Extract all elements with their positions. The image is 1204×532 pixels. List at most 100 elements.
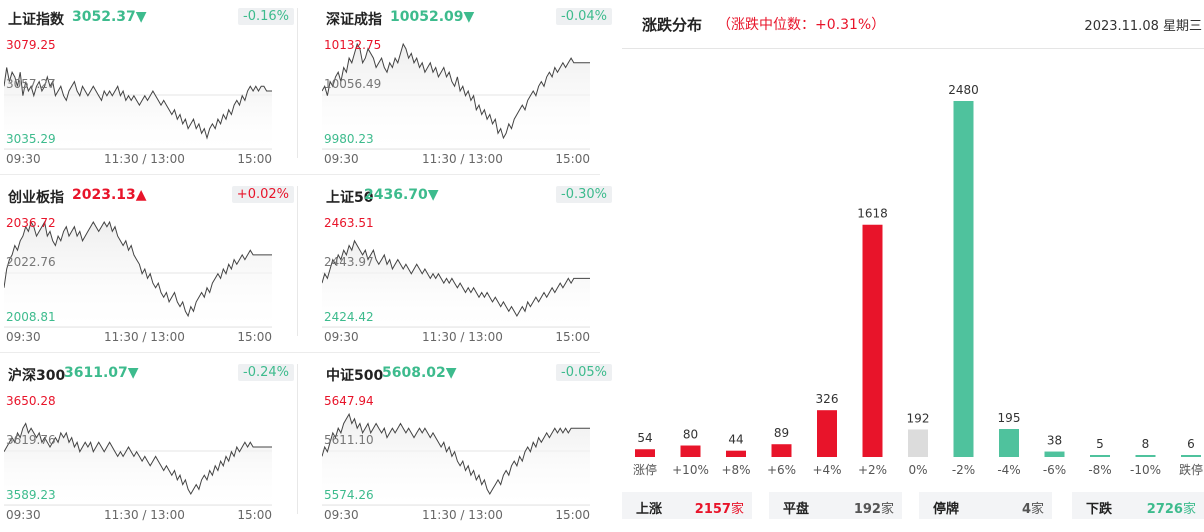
index-value: 2023.13▲ — [72, 187, 147, 203]
index-panel-header: 中证500 5608.02▼ -0.05% — [322, 362, 612, 386]
bar-category-label: +4% — [812, 463, 841, 477]
index-name: 深证成指 — [326, 12, 382, 28]
time-axis-label: 09:30 — [324, 152, 359, 166]
stat-value: 192家 — [853, 502, 894, 517]
intraday-line-chart — [322, 239, 590, 328]
bar-value-label: 8 — [1142, 437, 1150, 451]
range-high-label: 2036.72 — [6, 216, 56, 230]
time-axis-label: 15:00 — [555, 152, 590, 166]
intraday-line-chart — [322, 412, 590, 506]
intraday-line-chart — [4, 220, 272, 328]
bar-value-label: 326 — [816, 392, 839, 406]
index-panel[interactable]: 深证成指 10052.09▼ -0.04% 10132.75 10056.49 9980.… — [322, 6, 612, 176]
time-axis-label: 09:30 — [324, 508, 359, 522]
time-axis-label: 11:30 / 13:00 — [422, 508, 503, 522]
range-mid-label: 3619.76 — [6, 433, 56, 447]
bar-value-label: 2480 — [948, 83, 979, 97]
bar-category-label: -10% — [1130, 463, 1161, 477]
panel-column-divider — [297, 8, 298, 158]
distribution-bar[interactable] — [999, 429, 1019, 457]
distribution-bar[interactable] — [1135, 455, 1156, 457]
intraday-line-chart — [322, 42, 590, 150]
range-mid-label: 2022.76 — [6, 255, 56, 269]
range-low-label: 5574.26 — [324, 488, 374, 502]
index-panel[interactable]: 创业板指 2023.13▲ +0.02% 2036.72 2022.76 2008.81 0… — [4, 184, 294, 354]
index-panel[interactable]: 中证500 5608.02▼ -0.05% 5647.94 5611.10 5574.26… — [322, 362, 612, 532]
stat-label: 平盘 — [783, 502, 810, 517]
time-axis-label: 15:00 — [237, 330, 272, 344]
index-panel-header: 上证50 2436.70▼ -0.30% — [322, 184, 612, 208]
price-line — [322, 239, 590, 318]
panel-row-divider — [0, 174, 600, 175]
index-panel[interactable]: 沪深300 3611.07▼ -0.24% 3650.28 3619.76 3589.23… — [4, 362, 294, 532]
index-name: 中证500 — [326, 368, 384, 384]
distribution-bar[interactable] — [953, 101, 974, 457]
stat-label: 上涨 — [636, 502, 663, 517]
range-mid-label: 3057.27 — [6, 77, 56, 91]
bar-value-label: 89 — [774, 426, 789, 440]
distribution-bar[interactable] — [680, 445, 701, 457]
price-line — [322, 42, 590, 140]
range-mid-label: 5611.10 — [324, 433, 374, 447]
distribution-bar-chart: 54 涨停 80 +10% 44 +8% 89 +6% 326 +4% 1618 +2% 192 0% 24… — [633, 83, 1203, 477]
time-axis-label: 09:30 — [6, 330, 41, 344]
price-area-fill — [322, 414, 590, 505]
range-high-label: 3650.28 — [6, 394, 56, 408]
time-axis-label: 15:00 — [237, 152, 272, 166]
distribution-title: 涨跌分布 — [642, 16, 703, 34]
index-name: 创业板指 — [8, 190, 64, 206]
index-change-badge: -0.05% — [556, 364, 612, 381]
price-area-fill — [4, 423, 272, 505]
range-mid-label: 10056.49 — [324, 77, 382, 91]
panel-column-divider — [297, 186, 298, 336]
index-panel-header: 沪深300 3611.07▼ -0.24% — [4, 362, 294, 386]
distribution-bar[interactable] — [908, 429, 928, 457]
index-panel-header: 创业板指 2023.13▲ +0.02% — [4, 184, 294, 208]
bar-category-label: 涨停 — [633, 462, 657, 477]
bar-value-label: 54 — [637, 431, 652, 445]
bar-value-label: 44 — [728, 433, 743, 447]
index-panel[interactable]: 上证指数 3052.37▼ -0.16% 3079.25 3057.27 3035.29 0… — [4, 6, 294, 176]
distribution-bar[interactable] — [635, 449, 655, 457]
index-panel[interactable]: 上证50 2436.70▼ -0.30% 2463.51 2443.97 2424.42 0… — [322, 184, 612, 354]
distribution-bar[interactable] — [1044, 451, 1065, 457]
time-axis-label: 11:30 / 13:00 — [422, 152, 503, 166]
intraday-line-chart — [4, 67, 272, 150]
bar-category-label: -2% — [952, 463, 975, 477]
time-axis-label: 11:30 / 13:00 — [104, 508, 185, 522]
time-axis-label: 15:00 — [555, 330, 590, 344]
index-value: 2436.70▼ — [364, 187, 439, 203]
rise-fall-distribution-panel: 涨跌分布 （涨跌中位数：+0.31%） 2023.11.08 星期三 54 涨停 8… — [622, 0, 1204, 522]
index-change-badge: -0.04% — [556, 8, 612, 25]
time-axis-label: 11:30 / 13:00 — [422, 330, 503, 344]
trade-date: 2023.11.08 星期三 — [1084, 19, 1202, 34]
time-axis-label: 15:00 — [237, 508, 272, 522]
distribution-bar[interactable] — [817, 410, 837, 457]
distribution-bar[interactable] — [1181, 455, 1201, 457]
stat-label: 停牌 — [933, 502, 960, 517]
index-value: 3052.37▼ — [72, 9, 147, 25]
time-axis-label: 11:30 / 13:00 — [104, 152, 185, 166]
bar-category-label: +2% — [858, 463, 887, 477]
median-change-subtitle: （涨跌中位数：+0.31%） — [717, 17, 886, 33]
range-high-label: 3079.25 — [6, 38, 56, 52]
distribution-bar[interactable] — [1090, 455, 1110, 457]
distribution-bar[interactable] — [726, 450, 746, 457]
range-low-label: 2008.81 — [6, 310, 56, 324]
distribution-bar[interactable] — [771, 444, 792, 457]
bar-value-label: 38 — [1047, 434, 1062, 448]
range-mid-label: 2443.97 — [324, 255, 374, 269]
index-change-badge: -0.30% — [556, 186, 612, 203]
bar-category-label: +10% — [672, 463, 709, 477]
range-high-label: 10132.75 — [324, 38, 382, 52]
bar-value-label: 80 — [683, 428, 698, 442]
stat-box: 下跌 2726家 — [1072, 492, 1204, 519]
distribution-bar[interactable] — [862, 224, 883, 457]
bar-value-label: 1618 — [857, 207, 888, 221]
bar-category-label: 0% — [908, 463, 927, 477]
bar-category-label: -8% — [1088, 463, 1111, 477]
panel-row-divider — [0, 352, 600, 353]
time-axis-label: 09:30 — [6, 152, 41, 166]
range-high-label: 2463.51 — [324, 216, 374, 230]
index-change-badge: -0.24% — [238, 364, 294, 381]
